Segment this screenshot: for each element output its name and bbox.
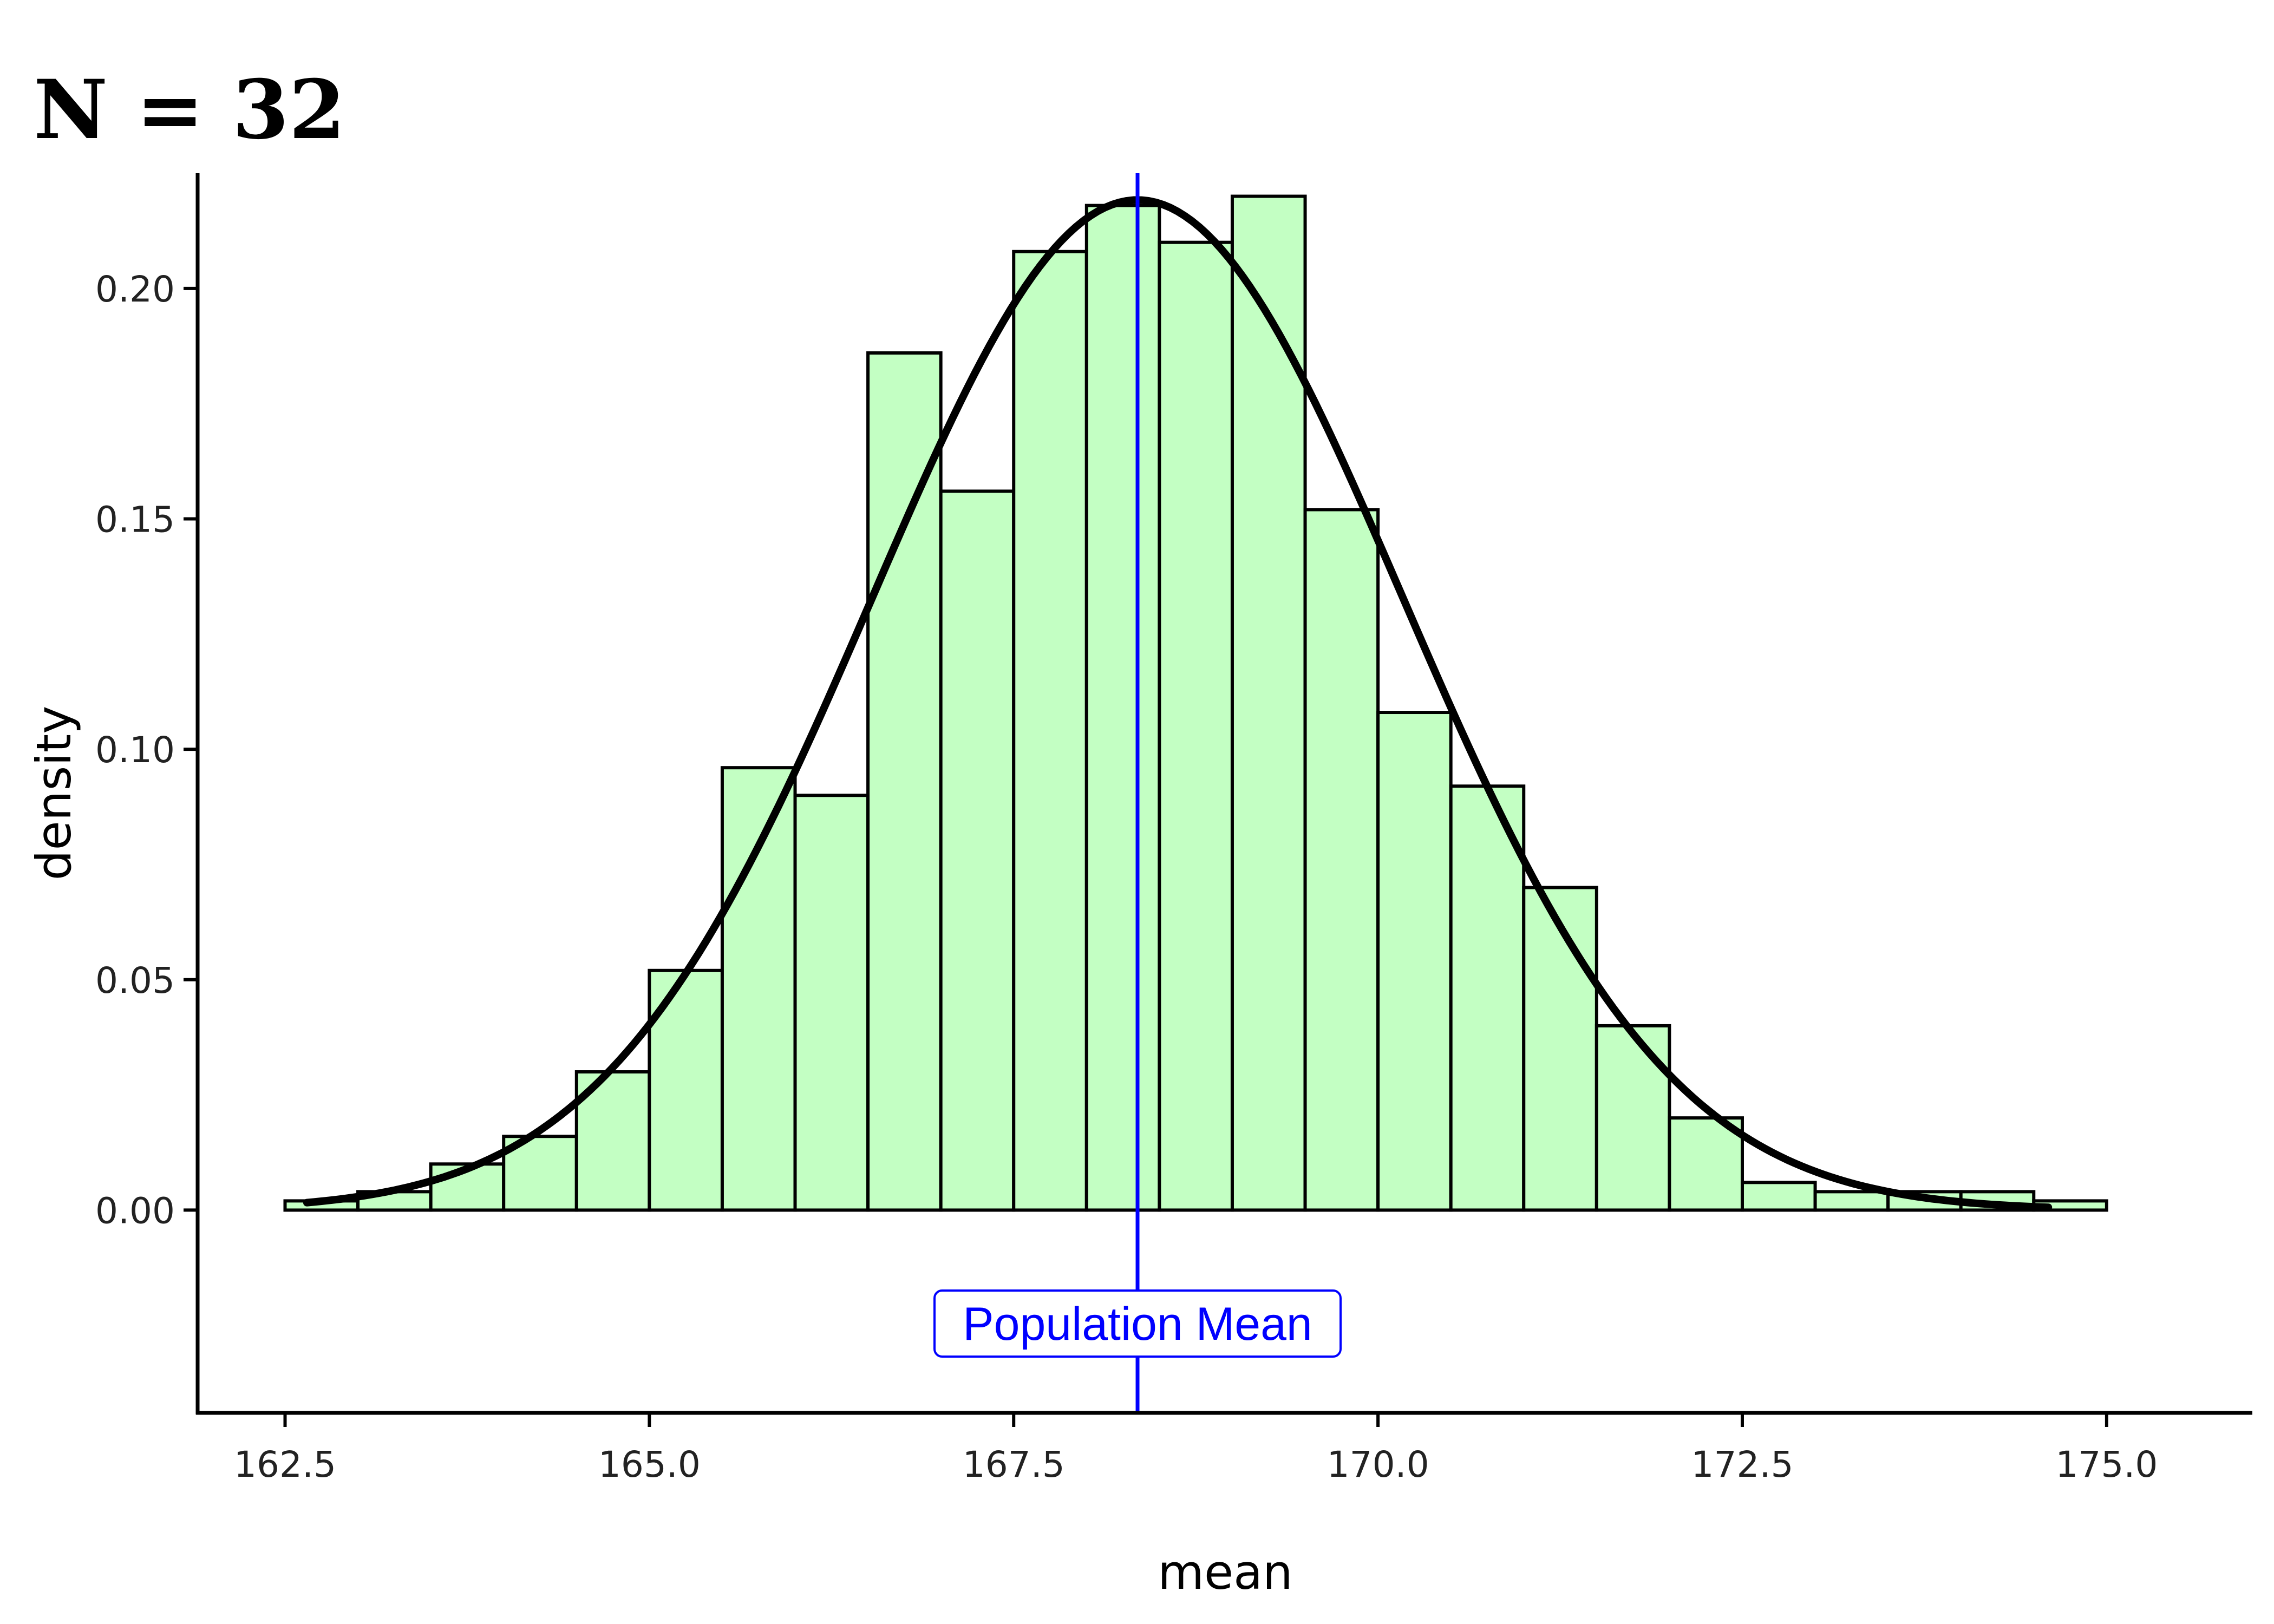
histogram-bar-6	[720, 766, 797, 1212]
y-tick-label-1: 0.05	[95, 960, 175, 1001]
axis-layer: 162.5 165.0 167.5 170.0 172.5 175.0 0.00 0.05 0.…	[95, 173, 2252, 1485]
x-tick-label-4: 172.5	[1691, 1444, 1794, 1485]
chart-title: N = 32	[34, 62, 345, 158]
bars-layer	[283, 194, 2108, 1212]
x-tick-label-0: 162.5	[234, 1444, 336, 1485]
histogram-bar-17	[1522, 886, 1598, 1212]
histogram-bar-20	[1740, 1181, 1817, 1212]
histogram-bar-9	[939, 489, 1016, 1212]
histogram-bar-13	[1230, 194, 1307, 1212]
mean-layer: Population Mean	[933, 173, 1342, 1413]
histogram-bar-11	[1084, 204, 1161, 1212]
x-tick-label-1: 165.0	[598, 1444, 701, 1485]
y-tick-label-0: 0.00	[95, 1190, 175, 1232]
histogram-bar-8	[866, 351, 943, 1212]
population-mean-label: Population Mean	[963, 1298, 1312, 1350]
y-tick-label-3: 0.15	[95, 499, 175, 540]
histogram-bar-12	[1158, 240, 1234, 1212]
histogram-bar-21	[1813, 1190, 1890, 1212]
y-axis-title: density	[26, 706, 82, 881]
histogram-bar-19	[1668, 1116, 1744, 1212]
population-mean-label-box	[933, 1289, 1342, 1358]
x-tick-label-2: 167.5	[963, 1444, 1065, 1485]
histogram-bar-14	[1303, 508, 1380, 1212]
curve-layer	[303, 196, 2053, 1212]
histogram-bar-7	[793, 794, 870, 1212]
histogram-bar-10	[1012, 250, 1088, 1212]
histogram-bar-18	[1595, 1024, 1671, 1212]
histogram-bar-15	[1376, 711, 1453, 1212]
x-tick-label-5: 175.0	[2055, 1444, 2158, 1485]
y-tick-label-4: 0.20	[95, 269, 175, 310]
x-tick-label-3: 170.0	[1327, 1444, 1429, 1485]
normal-density-curve	[303, 196, 2053, 1212]
y-tick-label-2: 0.10	[95, 729, 175, 771]
x-axis-title: mean	[1158, 1544, 1293, 1600]
histogram-bar-16	[1449, 784, 1526, 1212]
